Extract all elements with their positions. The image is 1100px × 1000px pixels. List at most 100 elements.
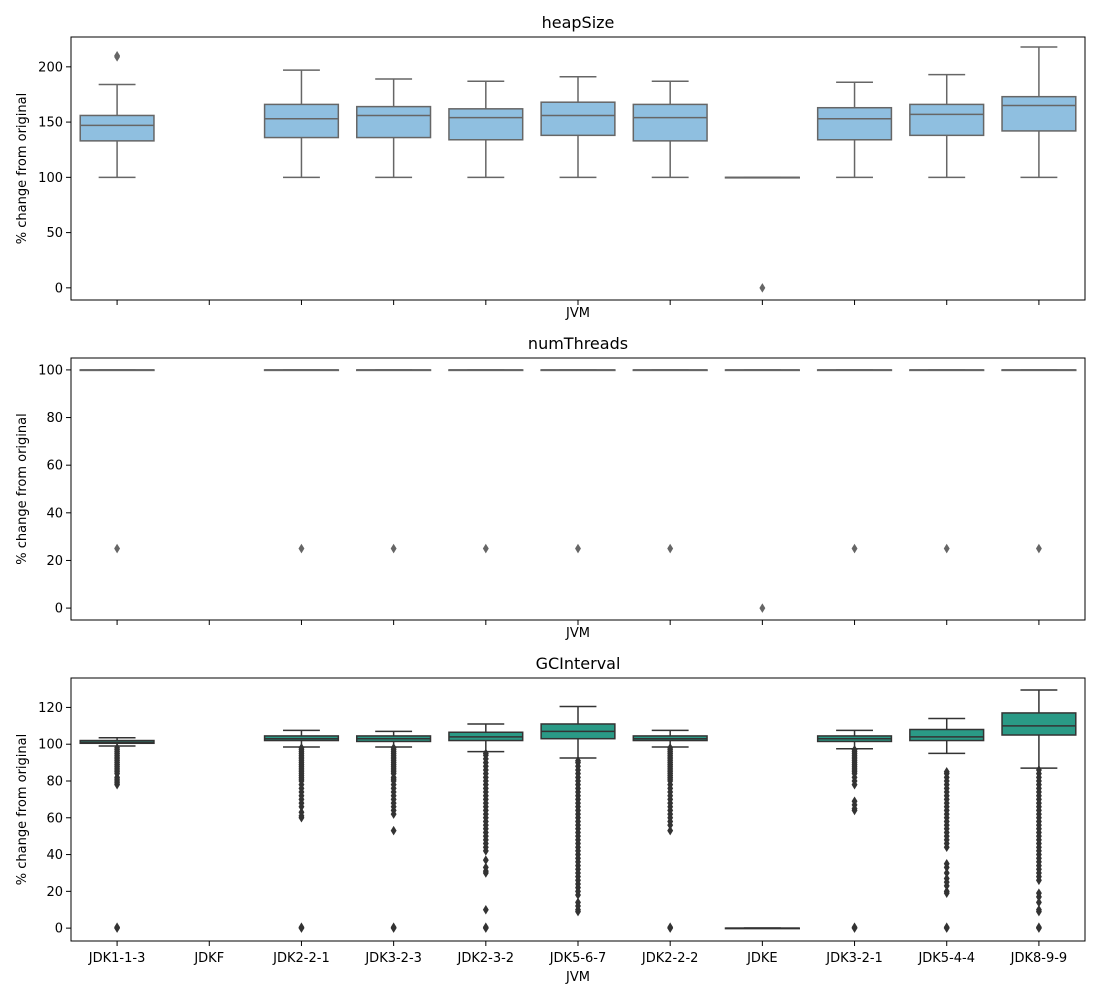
outlier-point <box>482 855 489 865</box>
y-tick-label: 0 <box>55 922 63 937</box>
outlier-point <box>851 796 858 806</box>
x-tick-label: JDK3-2-1 <box>825 951 883 966</box>
outlier-point <box>482 904 489 915</box>
outlier-point <box>390 743 397 753</box>
box-JDK5-4-4 <box>909 717 985 933</box>
y-tick-label: 80 <box>46 411 63 426</box>
box-JDK1-1-3 <box>79 737 155 933</box>
outlier-point <box>575 543 581 554</box>
outlier-point <box>114 51 121 61</box>
outlier-point <box>390 922 397 932</box>
box-JDK1-1-3 <box>79 51 155 179</box>
outlier-point <box>482 748 489 759</box>
box-iqr <box>909 103 985 137</box>
outlier-point <box>1035 897 1042 908</box>
y-tick-label: 100 <box>38 738 63 753</box>
outlier-point <box>298 922 305 932</box>
box-JDKE <box>724 369 800 613</box>
outlier-point <box>482 862 489 873</box>
box-JDK2-3-2 <box>448 723 524 933</box>
panel-GCInterval: GCInterval 0 20 40 60 80 100 120 % change from o… <box>15 654 1086 985</box>
outlier-point <box>114 922 121 932</box>
x-tick-label: JDK5-4-4 <box>917 951 975 966</box>
box-JDK3-2-1 <box>816 369 893 554</box>
outlier-point <box>943 868 950 878</box>
outlier-point <box>851 922 858 932</box>
axes-frame <box>70 357 1086 621</box>
box-JDK2-2-2 <box>632 80 708 179</box>
box-iqr <box>448 108 524 141</box>
box-JDK2-2-1 <box>263 69 340 179</box>
outlier-point <box>851 543 858 554</box>
y-tick-label: 20 <box>46 554 63 569</box>
panel-heapSize: heapSize 0 50 100 150 200 % change from origin… <box>15 13 1086 321</box>
box-JDK8-9-9 <box>1001 369 1077 554</box>
outlier-point <box>851 744 858 755</box>
outlier-point <box>943 922 950 932</box>
box-iqr <box>632 103 708 142</box>
outlier-point <box>1035 543 1042 554</box>
y-tick-label: 150 <box>38 116 63 131</box>
outlier-point <box>667 743 674 753</box>
y-axis-label: % change from original <box>15 413 30 564</box>
x-axis-label: JVM <box>565 626 590 641</box>
y-axis-label: % change from original <box>15 734 30 885</box>
box-iqr <box>79 114 155 142</box>
box-JDK1-1-3 <box>79 369 155 554</box>
x-axis-label: JVM <box>565 306 590 321</box>
outlier-point <box>482 543 489 554</box>
box-JDK5-4-4 <box>909 73 985 179</box>
outlier-point <box>667 543 674 554</box>
y-tick-label: 40 <box>46 848 63 863</box>
outlier-point <box>759 283 766 293</box>
box-iqr <box>263 103 340 139</box>
box-JDK8-9-9 <box>1001 689 1077 933</box>
y-axis-label: % change from original <box>15 93 30 244</box>
box-iqr <box>816 106 893 141</box>
box-JDKE <box>724 176 800 293</box>
box-JDK2-2-2 <box>632 369 708 554</box>
box-JDK5-6-7 <box>540 705 616 917</box>
outlier-point <box>943 543 950 554</box>
box-JDK2-3-2 <box>448 80 524 179</box>
box-JDK3-2-3 <box>356 730 432 933</box>
outlier-point <box>1035 765 1042 775</box>
box-iqr <box>1001 95 1077 132</box>
outlier-point <box>759 603 766 613</box>
x-tick-label: JDK3-2-3 <box>364 951 422 966</box>
x-tick-label: JDKF <box>193 951 224 966</box>
y-tick-label: 0 <box>55 602 63 617</box>
y-tick-label: 20 <box>46 885 63 900</box>
axes-frame <box>70 36 1086 301</box>
box-JDK5-6-7 <box>540 369 616 554</box>
x-tick-label: JDK8-9-9 <box>1010 951 1068 966</box>
box-JDKE <box>724 927 800 930</box>
box-iqr <box>909 728 985 742</box>
outlier-point <box>298 807 305 818</box>
outlier-point <box>114 743 121 753</box>
y-tick-label: 60 <box>46 459 63 474</box>
outlier-point <box>943 767 950 777</box>
box-JDK5-6-7 <box>540 76 616 179</box>
chart-title: GCInterval <box>536 654 621 673</box>
x-axis-label: JVM <box>565 970 590 985</box>
y-tick-label: 200 <box>38 60 63 75</box>
box-JDK8-9-9 <box>1001 46 1077 179</box>
outlier-point <box>1035 922 1042 932</box>
box-JDK2-3-2 <box>448 369 524 554</box>
outlier-point <box>575 755 581 766</box>
chart-title: heapSize <box>542 13 615 32</box>
outlier-point <box>575 897 581 908</box>
box-iqr <box>356 105 432 139</box>
y-tick-label: 100 <box>38 363 63 378</box>
x-tick-label: JDK1-1-3 <box>88 951 146 966</box>
panel-numThreads: numThreads 0 20 40 60 80 100 % change from orig… <box>15 334 1086 641</box>
box-iqr <box>1001 712 1077 736</box>
y-tick-label: 40 <box>46 506 63 521</box>
box-JDK2-2-2 <box>632 729 708 933</box>
outlier-point <box>390 825 397 836</box>
box-iqr <box>540 101 616 137</box>
outlier-point <box>114 543 121 554</box>
y-tick-label: 80 <box>46 774 63 789</box>
